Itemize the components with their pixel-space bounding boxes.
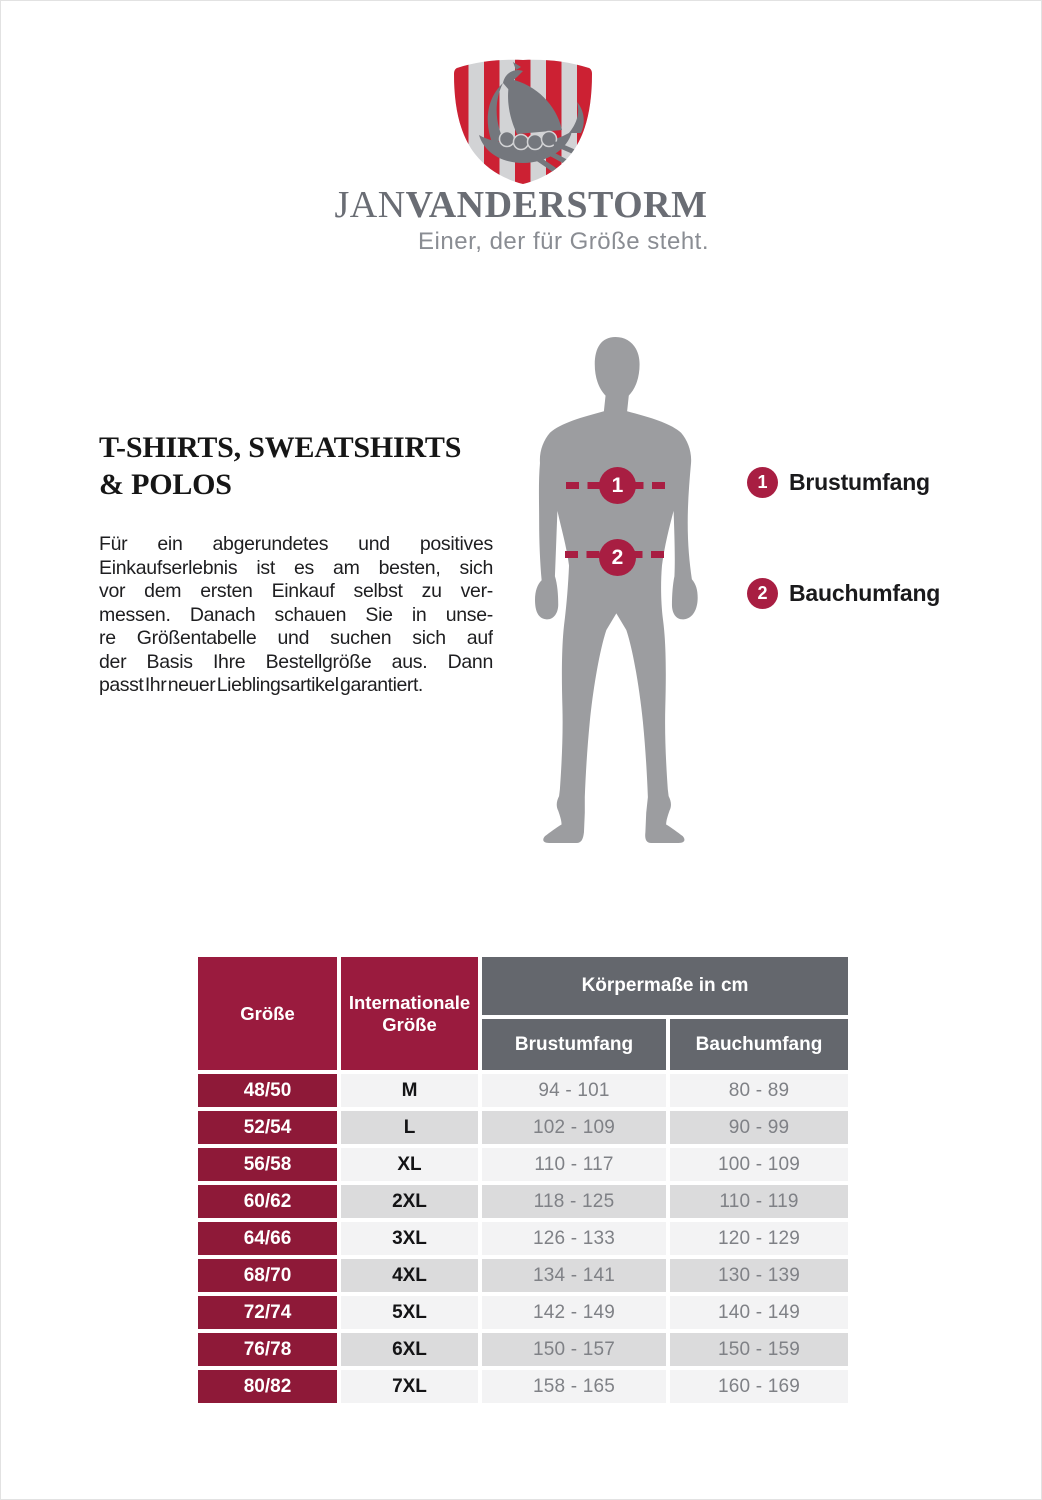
brand-shield-logo (454, 59, 592, 185)
legend-badge-2: 2 (747, 578, 778, 609)
table-header-groesse: Größe (198, 957, 337, 1070)
size-table: Größe Internationale Größe Körpermaße in… (198, 957, 848, 1403)
table-cell-groesse: 52/54 (198, 1111, 337, 1144)
table-cell-brustumfang: 118 - 125 (482, 1185, 666, 1218)
table-cell-brustumfang: 158 - 165 (482, 1370, 666, 1403)
table-cell-bauchumfang: 110 - 119 (670, 1185, 848, 1218)
table-cell-brustumfang: 126 - 133 (482, 1222, 666, 1255)
table-subheader-brustumfang: Brustumfang (482, 1019, 666, 1070)
table-cell-groesse: 64/66 (198, 1222, 337, 1255)
table-cell-bauchumfang: 150 - 159 (670, 1333, 848, 1366)
chest-marker-badge: 1 (599, 467, 636, 504)
table-cell-international: L (341, 1111, 478, 1144)
table-cell-groesse: 80/82 (198, 1370, 337, 1403)
table-cell-bauchumfang: 100 - 109 (670, 1148, 848, 1181)
table-cell-bauchumfang: 80 - 89 (670, 1074, 848, 1107)
table-cell-groesse: 48/50 (198, 1074, 337, 1107)
table-cell-brustumfang: 94 - 101 (482, 1074, 666, 1107)
legend-item-bauchumfang: 2 Bauchumfang (747, 578, 940, 609)
section-heading-line1: T-SHIRTS, SWEATSHIRTS (99, 431, 462, 464)
brand-wordmark-jan: JAN (334, 184, 406, 226)
table-cell-international: 5XL (341, 1296, 478, 1329)
table-subheader-bauchumfang: Bauchumfang (670, 1019, 848, 1070)
table-cell-international: XL (341, 1148, 478, 1181)
table-cell-international: M (341, 1074, 478, 1107)
legend-label-bauchumfang: Bauchumfang (789, 580, 941, 606)
legend-item-brustumfang: 1 Brustumfang (747, 467, 930, 498)
table-cell-international: 7XL (341, 1370, 478, 1403)
table-cell-brustumfang: 150 - 157 (482, 1333, 666, 1366)
belly-marker-badge: 2 (599, 539, 636, 576)
section-heading: T-SHIRTS, SWEATSHIRTS & POLOS (99, 429, 519, 503)
table-cell-international: 6XL (341, 1333, 478, 1366)
intro-paragraph-line: der Basis Ihre Bestellgröße aus. Dann (99, 650, 493, 673)
table-cell-international: 4XL (341, 1259, 478, 1292)
table-cell-bauchumfang: 140 - 149 (670, 1296, 848, 1329)
table-cell-international: 2XL (341, 1185, 478, 1218)
table-cell-bauchumfang: 120 - 129 (670, 1222, 848, 1255)
table-cell-brustumfang: 142 - 149 (482, 1296, 666, 1329)
table-cell-groesse: 72/74 (198, 1296, 337, 1329)
table-cell-brustumfang: 134 - 141 (482, 1259, 666, 1292)
intro-paragraph-line: passt Ihr neuer Lieblingsartikel garanti… (99, 674, 423, 696)
table-cell-groesse: 60/62 (198, 1185, 337, 1218)
intro-paragraph-line: Einkaufserlebnis ist es am besten, sich (99, 556, 493, 579)
legend-badge-1: 1 (747, 467, 778, 498)
table-cell-groesse: 76/78 (198, 1333, 337, 1366)
brand-wordmark-vanderstorm: VANDERSTORM (405, 184, 708, 226)
table-cell-bauchumfang: 130 - 139 (670, 1259, 848, 1292)
table-group-header-koerpermasse: Körpermaße in cm (482, 957, 848, 1015)
brand-wordmark: JANVANDERSTORM (1, 185, 1041, 225)
table-cell-bauchumfang: 160 - 169 (670, 1370, 848, 1403)
intro-paragraph-line: re Größentabelle und suchen sich auf (99, 627, 493, 649)
legend-label-brustumfang: Brustumfang (789, 469, 930, 495)
intro-paragraph-line: vor dem ersten Einkauf selbst zu ver- (99, 580, 493, 602)
table-cell-groesse: 56/58 (198, 1148, 337, 1181)
male-body-silhouette (535, 336, 698, 843)
table-cell-brustumfang: 110 - 117 (482, 1148, 666, 1181)
table-cell-international: 3XL (341, 1222, 478, 1255)
shield-stripes (454, 59, 592, 185)
intro-paragraph-line: messen. Danach schauen Sie in unse- (99, 603, 493, 626)
table-cell-groesse: 68/70 (198, 1259, 337, 1292)
table-header-internationale-groesse: Internationale Größe (341, 957, 478, 1070)
table-cell-brustumfang: 102 - 109 (482, 1111, 666, 1144)
viking-ship-icon (479, 62, 584, 174)
section-heading-line2: & POLOS (99, 468, 232, 501)
intro-paragraph-line: Für ein abgerundetes und positives (99, 533, 493, 555)
brand-tagline: Einer, der für Größe steht. (418, 228, 709, 255)
intro-paragraph: Für ein abgerundetes und positives Einka… (99, 533, 493, 698)
table-cell-bauchumfang: 90 - 99 (670, 1111, 848, 1144)
